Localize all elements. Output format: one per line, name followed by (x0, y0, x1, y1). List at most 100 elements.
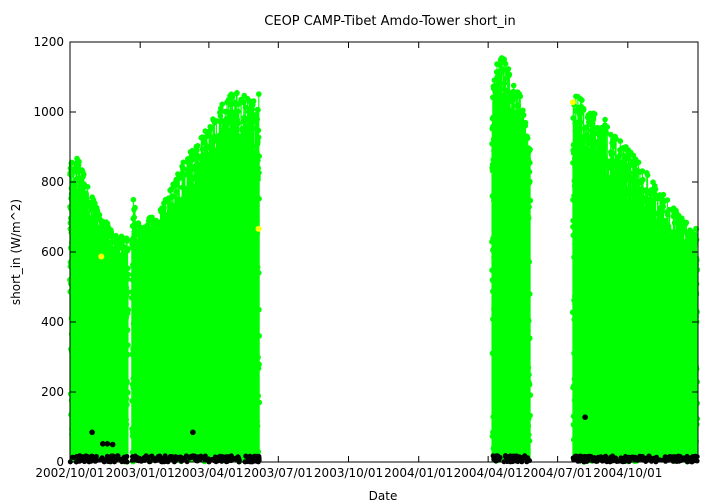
good-point (103, 397, 110, 403)
good-point (521, 438, 527, 445)
good-point (511, 336, 517, 343)
good-point (98, 289, 104, 296)
bad-point (250, 456, 255, 461)
good-point (502, 383, 509, 389)
good-point (74, 352, 80, 359)
good-point (205, 325, 211, 332)
good-point (573, 138, 579, 145)
good-point (242, 197, 249, 203)
good-point (251, 433, 257, 440)
good-point (186, 448, 192, 454)
good-point (125, 307, 132, 313)
good-point (229, 246, 235, 253)
good-point (513, 385, 520, 391)
good-point (650, 204, 656, 211)
good-point (79, 320, 85, 326)
good-point (149, 446, 156, 452)
good-point (610, 286, 617, 292)
good-point (527, 160, 533, 166)
good-point (72, 202, 79, 208)
good-point (166, 401, 172, 407)
good-point (571, 192, 577, 199)
bad-point (110, 453, 116, 459)
good-point (513, 204, 519, 210)
good-point (256, 153, 263, 159)
good-point (70, 337, 76, 343)
good-point (131, 214, 137, 221)
good-point (93, 433, 100, 440)
good-point (252, 208, 259, 214)
good-point (581, 154, 587, 161)
good-point (92, 343, 98, 349)
good-point (523, 187, 530, 193)
good-point (527, 197, 534, 204)
good-point (574, 373, 581, 380)
good-point (498, 334, 505, 340)
good-point (620, 372, 626, 379)
good-point (524, 135, 531, 141)
good-point (497, 169, 503, 176)
good-point (612, 300, 619, 307)
good-point (520, 112, 527, 118)
observation-period (128, 90, 263, 465)
good-point (195, 322, 201, 329)
good-point (146, 380, 153, 386)
good-point (626, 186, 632, 192)
good-point (523, 250, 530, 256)
good-point (624, 407, 630, 414)
good-point (504, 334, 511, 341)
good-point (527, 178, 533, 185)
good-point (132, 315, 138, 322)
good-point (101, 381, 108, 388)
good-point (605, 348, 612, 355)
good-point (234, 90, 240, 96)
good-point (217, 342, 223, 348)
good-point (196, 328, 202, 335)
good-point (251, 444, 257, 451)
good-point (625, 270, 631, 277)
good-point (234, 253, 241, 260)
observation-period (569, 93, 701, 465)
good-point (218, 254, 225, 261)
good-point (527, 146, 533, 153)
good-point (642, 346, 648, 352)
bad-point (161, 456, 167, 462)
x-tick-labels: 2002/10/01 2003/01/01 2003/04/01 2003/07/01… (35, 466, 662, 480)
good-point (499, 248, 506, 254)
good-point (160, 336, 166, 342)
good-point (173, 330, 180, 336)
good-point (218, 440, 225, 446)
good-point (138, 345, 144, 351)
good-point (614, 376, 620, 382)
good-point (235, 385, 241, 392)
good-point (156, 401, 162, 408)
good-point (495, 402, 502, 409)
good-point (209, 292, 215, 298)
good-point (526, 204, 532, 210)
good-point (148, 236, 154, 242)
good-point (97, 345, 103, 351)
bad-point (210, 457, 216, 463)
good-point (506, 71, 513, 78)
good-point (622, 437, 628, 443)
good-point (123, 421, 130, 428)
good-point (175, 362, 181, 369)
good-point (195, 280, 202, 286)
good-point (248, 245, 255, 252)
good-point (526, 259, 532, 265)
plot-data (67, 55, 701, 465)
good-point (183, 363, 189, 370)
good-point (251, 399, 257, 406)
good-point (140, 410, 147, 416)
good-point (253, 373, 260, 380)
good-point (491, 184, 498, 190)
good-point (256, 196, 262, 202)
good-point (130, 196, 137, 203)
good-point (571, 382, 577, 389)
good-point (77, 336, 84, 342)
good-point (581, 269, 588, 275)
good-point (250, 226, 257, 232)
good-point (183, 325, 190, 332)
good-point (125, 389, 131, 396)
good-point (577, 401, 584, 408)
